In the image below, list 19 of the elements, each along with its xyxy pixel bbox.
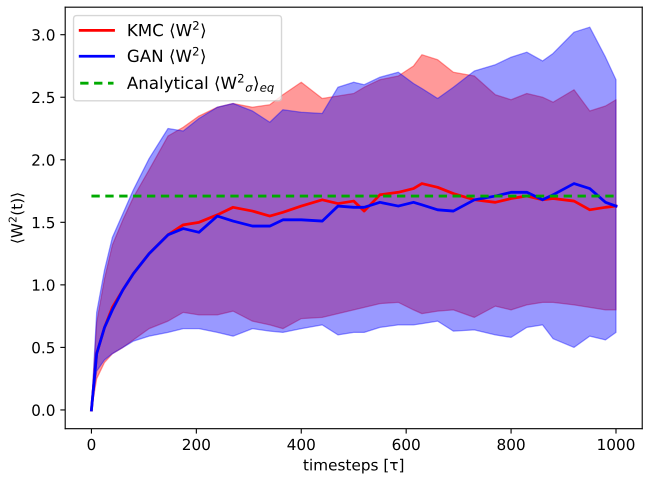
x-tick-label: 0 bbox=[88, 438, 96, 450]
legend-label: GAN ⟨W$^{2}$⟩ bbox=[128, 46, 205, 64]
x-tick-label: 1000 bbox=[598, 438, 634, 450]
x-tick-label: 600 bbox=[392, 438, 420, 450]
y-axis-title: ⟨W$^{2}$(t)⟩ bbox=[8, 193, 24, 243]
y-tick-label: 0.5 bbox=[32, 342, 54, 354]
x-axis-title: timesteps [τ] bbox=[303, 458, 404, 474]
y-tick-label: 1.0 bbox=[32, 279, 54, 291]
y-tick-label: 3.0 bbox=[32, 29, 54, 41]
line-series bbox=[90, 182, 618, 412]
x-tick-label: 800 bbox=[498, 438, 525, 450]
y-tick-label: 1.5 bbox=[32, 216, 54, 228]
y-tick-label: 2.5 bbox=[32, 92, 54, 104]
x-tick-label: 200 bbox=[182, 438, 210, 450]
x-tick-label: 400 bbox=[287, 438, 315, 450]
y-tick-label: 2.0 bbox=[32, 154, 54, 166]
legend-label: KMC ⟨W$^{2}$⟩ bbox=[128, 21, 206, 38]
legend-label: Analytical ⟨W$^{2}$$_{σ}$⟩$_{eq}$ bbox=[126, 74, 274, 94]
y-tick-label: 0.0 bbox=[32, 404, 54, 416]
